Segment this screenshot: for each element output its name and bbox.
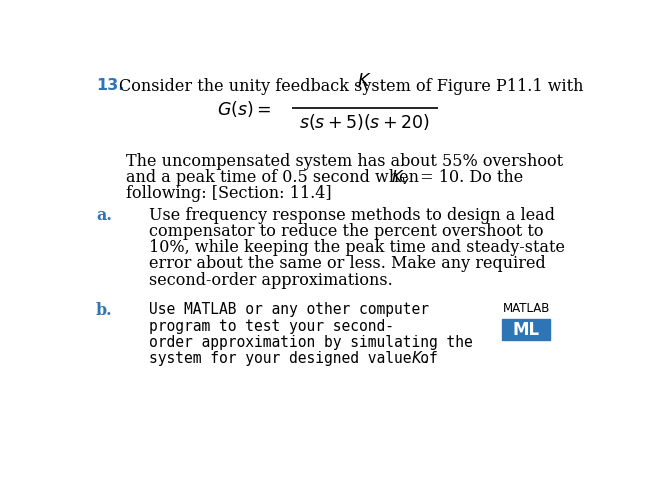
Text: 13.: 13.: [96, 78, 124, 93]
Text: compensator to reduce the percent overshoot to: compensator to reduce the percent oversh…: [149, 222, 543, 239]
Text: MATLAB: MATLAB: [503, 302, 550, 315]
Text: program to test your second-: program to test your second-: [149, 318, 394, 333]
FancyBboxPatch shape: [502, 319, 550, 340]
Text: second-order approximations.: second-order approximations.: [149, 271, 393, 288]
Text: a.: a.: [96, 206, 112, 223]
Text: The uncompensated system has about 55% overshoot: The uncompensated system has about 55% o…: [126, 153, 563, 170]
Text: and a peak time of 0.5 second when: and a peak time of 0.5 second when: [126, 169, 424, 186]
Text: Use frequency response methods to design a lead: Use frequency response methods to design…: [149, 206, 555, 223]
Text: order approximation by simulating the: order approximation by simulating the: [149, 334, 472, 349]
Text: $K_v$: $K_v$: [391, 168, 411, 186]
Text: = 10. Do the: = 10. Do the: [415, 169, 523, 186]
Text: $K$: $K$: [358, 73, 372, 90]
Text: 10%, while keeping the peak time and steady-state: 10%, while keeping the peak time and ste…: [149, 238, 565, 256]
Text: ML: ML: [512, 321, 539, 339]
Text: following: [Section: 11.4]: following: [Section: 11.4]: [126, 185, 332, 202]
Text: $K$: $K$: [411, 350, 424, 366]
Text: .: .: [421, 350, 430, 365]
Text: $G(s) =$: $G(s) =$: [216, 98, 271, 118]
Text: Use MATLAB or any other computer: Use MATLAB or any other computer: [149, 302, 429, 317]
Text: b.: b.: [96, 302, 113, 319]
Text: Consider the unity feedback system of Figure P11.1 with: Consider the unity feedback system of Fi…: [119, 78, 583, 95]
Text: error about the same or less. Make any required: error about the same or less. Make any r…: [149, 255, 546, 272]
Text: system for your designed value of: system for your designed value of: [149, 350, 446, 365]
Text: $s(s+5)(s+20)$: $s(s+5)(s+20)$: [299, 111, 430, 131]
